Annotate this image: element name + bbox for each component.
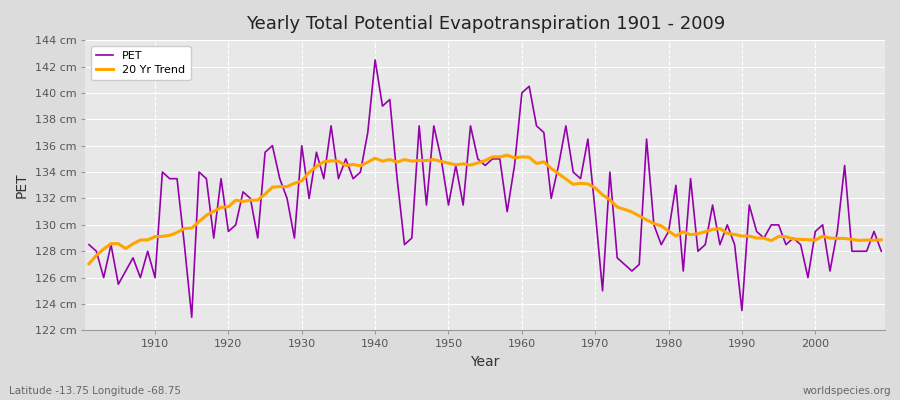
- 20 Yr Trend: [142, 238, 153, 242]
- PET: [142, 249, 153, 254]
- 20 Yr Trend: [517, 154, 527, 159]
- 20 Yr Trend: [84, 261, 94, 266]
- PET: [531, 124, 542, 128]
- 20 Yr Trend: [502, 153, 513, 158]
- Line: PET: PET: [89, 60, 881, 317]
- PET: [186, 315, 197, 320]
- X-axis label: Year: Year: [471, 355, 500, 369]
- Title: Yearly Total Potential Evapotranspiration 1901 - 2009: Yearly Total Potential Evapotranspiratio…: [246, 15, 724, 33]
- 20 Yr Trend: [347, 162, 358, 167]
- PET: [311, 150, 322, 155]
- 20 Yr Trend: [612, 205, 623, 210]
- 20 Yr Trend: [524, 155, 535, 160]
- Text: worldspecies.org: worldspecies.org: [803, 386, 891, 396]
- 20 Yr Trend: [876, 238, 886, 242]
- Legend: PET, 20 Yr Trend: PET, 20 Yr Trend: [91, 46, 191, 80]
- Text: Latitude -13.75 Longitude -68.75: Latitude -13.75 Longitude -68.75: [9, 386, 181, 396]
- PET: [84, 242, 94, 247]
- PET: [876, 249, 886, 254]
- PET: [619, 262, 630, 267]
- PET: [524, 84, 535, 89]
- Y-axis label: PET: PET: [15, 172, 29, 198]
- PET: [355, 170, 365, 174]
- Line: 20 Yr Trend: 20 Yr Trend: [89, 155, 881, 264]
- 20 Yr Trend: [303, 170, 314, 175]
- PET: [370, 58, 381, 62]
